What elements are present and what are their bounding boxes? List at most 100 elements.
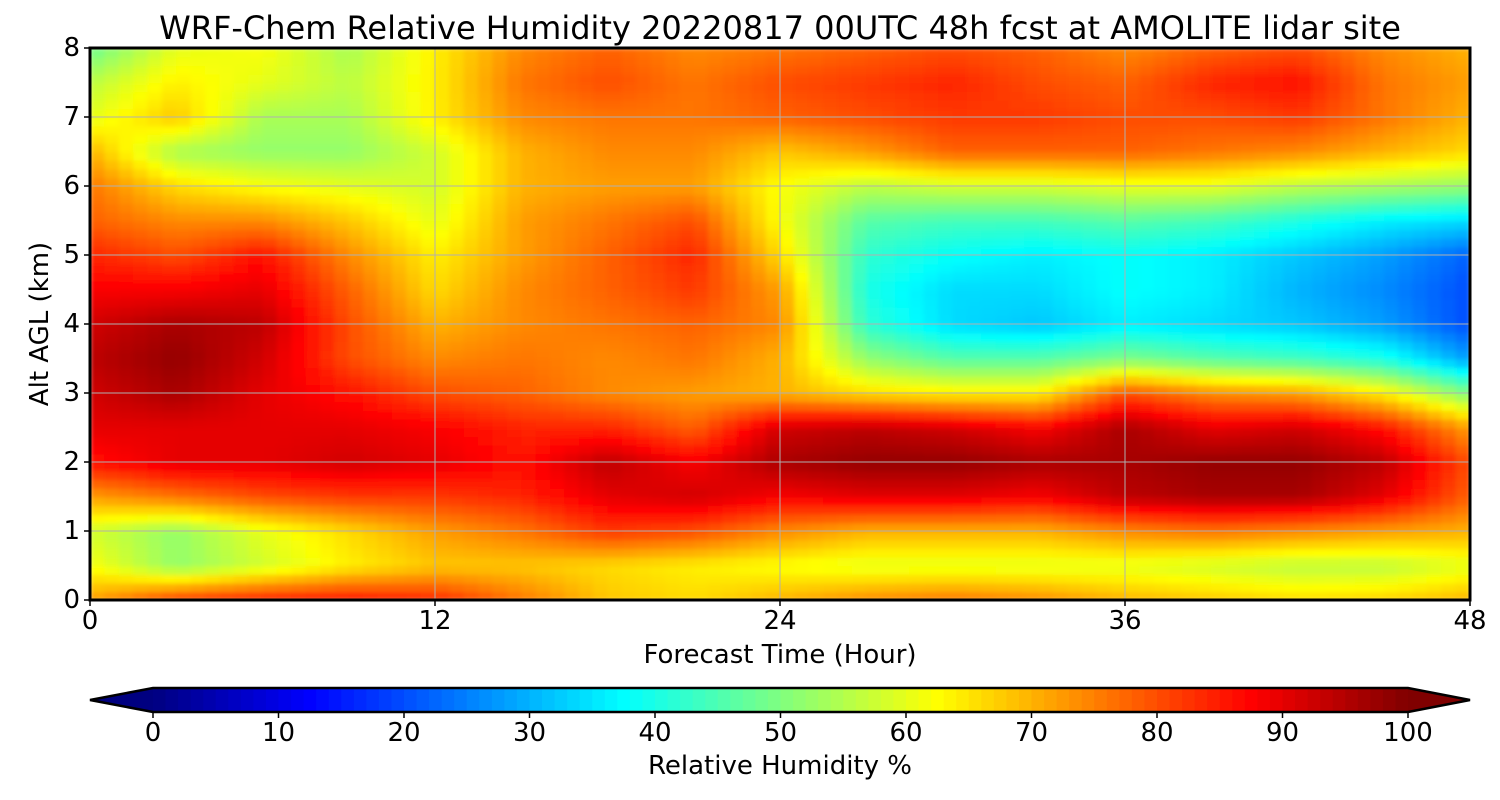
field-cell (147, 151, 163, 161)
field-cell (420, 168, 436, 179)
field-cell (794, 229, 810, 239)
field-cell (219, 565, 235, 575)
field-cell (981, 203, 997, 213)
field-cell (837, 496, 853, 506)
field-cell (794, 255, 810, 265)
field-cell (780, 505, 796, 515)
field-cell (535, 341, 551, 351)
field-cell (190, 496, 206, 506)
field-cell (90, 229, 106, 239)
field-cell (463, 160, 479, 170)
field-cell (176, 565, 192, 575)
field-cell (161, 237, 178, 248)
field-cell (693, 220, 709, 230)
field-cell (1139, 194, 1155, 205)
field-cell (808, 255, 824, 265)
field-cell (104, 177, 120, 187)
field-cell (506, 160, 523, 170)
field-cell (1441, 315, 1457, 325)
field-cell (1240, 418, 1256, 429)
field-cell (650, 591, 666, 600)
field-cell (837, 470, 853, 481)
field-cell (1168, 160, 1184, 170)
field-cell (808, 522, 824, 532)
field-cell (1211, 513, 1227, 524)
field-cell (1139, 306, 1155, 317)
field-cell (780, 453, 796, 463)
field-cell (665, 444, 681, 455)
field-cell (1283, 349, 1299, 360)
field-cell (219, 151, 235, 161)
field-cell (751, 591, 767, 600)
field-cell (506, 496, 523, 506)
field-cell (506, 203, 523, 213)
field-cell (794, 194, 810, 205)
field-cell (1311, 565, 1328, 575)
field-cell (1369, 298, 1385, 308)
field-cell (895, 513, 911, 524)
field-cell (406, 263, 422, 274)
field-cell (995, 203, 1011, 213)
field-cell (607, 358, 623, 368)
field-cell (923, 453, 939, 463)
field-cell (736, 255, 753, 265)
field-cell (492, 513, 508, 524)
field-cell (305, 574, 321, 584)
field-cell (1340, 539, 1356, 550)
field-cell (305, 289, 321, 299)
field-cell (104, 444, 120, 455)
field-cell (1355, 358, 1371, 368)
field-cell (334, 168, 350, 179)
field-cell (205, 237, 221, 248)
field-cell (305, 479, 321, 489)
field-cell (578, 358, 594, 368)
field-cell (564, 151, 580, 161)
field-cell (823, 220, 839, 230)
field-cell (506, 306, 523, 317)
field-cell (564, 289, 580, 299)
field-cell (348, 324, 364, 334)
field-cell (190, 574, 206, 584)
field-cell (665, 384, 681, 394)
field-cell (535, 410, 551, 420)
field-cell (722, 177, 738, 187)
field-cell (219, 479, 235, 489)
field-cell (320, 375, 336, 386)
field-cell (1053, 531, 1069, 541)
field-cell (248, 263, 264, 274)
field-cell (938, 453, 954, 463)
field-cell (1125, 168, 1141, 179)
field-cell (923, 548, 939, 558)
field-cell (492, 186, 508, 196)
field-cell (478, 401, 494, 412)
field-cell (851, 531, 868, 541)
field-cell (923, 315, 939, 325)
field-cell (1010, 324, 1026, 334)
field-cell (276, 522, 293, 532)
field-cell (578, 470, 594, 481)
field-cell (1053, 349, 1069, 360)
field-cell (1355, 315, 1371, 325)
field-cell (650, 393, 666, 403)
field-cell (291, 358, 307, 368)
field-cell (377, 358, 393, 368)
field-cell (1125, 177, 1141, 187)
field-cell (1067, 513, 1083, 524)
field-cell (966, 237, 983, 248)
field-cell (233, 220, 249, 230)
field-cell (895, 531, 911, 541)
field-cell (938, 531, 954, 541)
field-cell (492, 444, 508, 455)
field-cell (363, 410, 379, 420)
field-cell (262, 384, 278, 394)
field-cell (722, 160, 738, 170)
field-cell (478, 324, 494, 334)
field-cell (1038, 582, 1054, 593)
field-cell (722, 237, 738, 248)
field-cell (895, 487, 911, 498)
field-cell (550, 332, 566, 343)
field-cell (751, 548, 767, 558)
field-cell (363, 332, 379, 343)
field-cell (492, 349, 508, 360)
field-cell (1283, 375, 1299, 386)
